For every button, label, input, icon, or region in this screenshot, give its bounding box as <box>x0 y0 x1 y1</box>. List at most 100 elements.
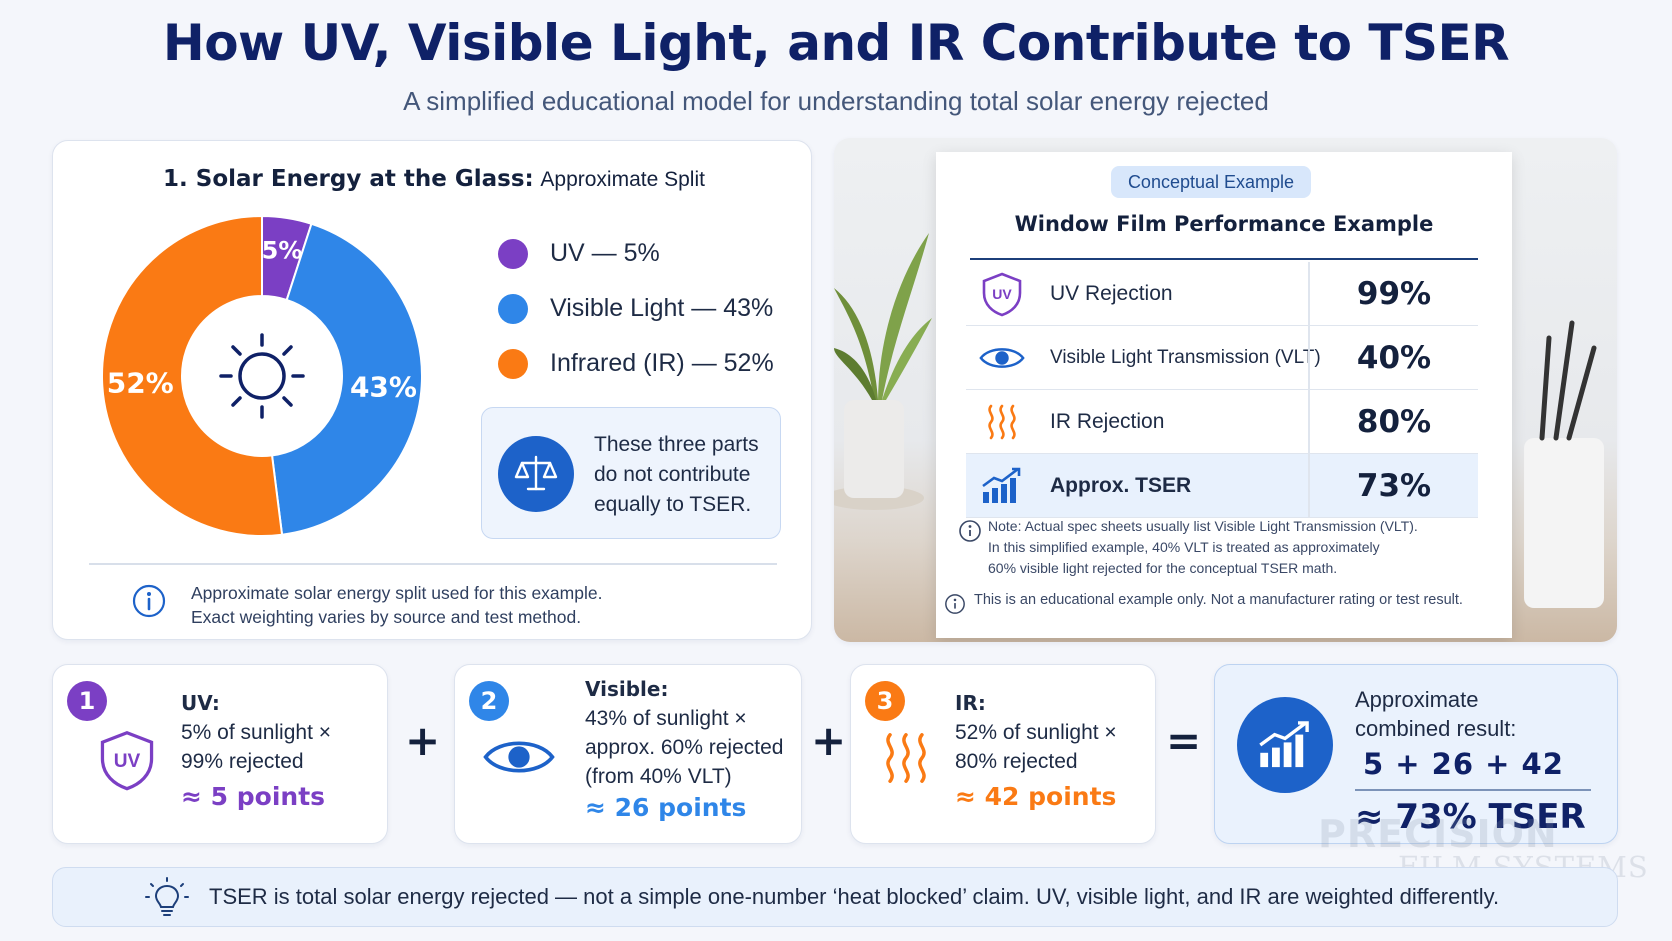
equals-sign: = <box>1166 716 1202 765</box>
heat-waves-icon <box>877 727 935 794</box>
legend-item-uv: UV — 5% <box>498 226 774 281</box>
info-box-text: These three parts do not contribute equa… <box>594 433 759 516</box>
spec-note-line-1: Note: Actual spec sheets usually list Vi… <box>988 518 1418 534</box>
step-badge-3: 3 <box>865 681 905 721</box>
total-label-line-2: combined result: <box>1355 716 1517 741</box>
unequal-contribution-box: These three parts do not contribute equa… <box>481 407 781 539</box>
row-label-ir: IR Rejection <box>1050 410 1165 433</box>
plus-sign: + <box>811 716 847 765</box>
ir-points: ≈ 42 points <box>955 782 1117 811</box>
split-note: Approximate solar energy split used for … <box>191 581 602 629</box>
heat-waves-icon <box>978 400 1026 444</box>
step-badge-2: 2 <box>469 681 509 721</box>
legend-label-ir: Infrared (IR) — 52% <box>550 349 774 377</box>
legend-dot-ir <box>498 348 528 379</box>
total-sum: 5 + 26 + 42 <box>1363 747 1564 781</box>
page-subtitle: A simplified educational model for under… <box>403 86 1269 116</box>
conceptual-badge: Conceptual Example <box>1111 166 1311 198</box>
row-tser: Approx. TSER 73% <box>966 454 1478 518</box>
uv-calc-line-1: 5% of sunlight × <box>181 721 332 744</box>
donut-chart: 5% 43% 52% <box>100 214 423 537</box>
visible-calc-line-3: (from 40% VLT) <box>585 765 732 788</box>
example-panel: Conceptual Example Window Film Performan… <box>834 138 1617 642</box>
background-scene <box>834 233 1604 608</box>
row-value-vlt: 40% <box>1356 340 1432 376</box>
donut-label-infrared-ir: 52% <box>107 367 174 400</box>
row-separator <box>1308 390 1310 454</box>
legend-item-visible: Visible Light — 43% <box>498 281 774 336</box>
donut-legend: UV — 5% Visible Light — 43% Infrared (IR… <box>498 226 774 391</box>
uv-calc-head: UV: <box>181 691 220 715</box>
row-label-vlt: Visible Light Transmission (VLT) <box>1050 347 1321 368</box>
split-panel-title: 1. Solar Energy at the Glass: Approximat… <box>163 165 705 193</box>
info-icon <box>945 594 965 614</box>
step-badge-1: 1 <box>67 681 107 721</box>
svg-text:UV: UV <box>114 751 141 772</box>
spec-sheet: Conceptual Example Window Film Performan… <box>936 152 1512 638</box>
uv-calc-card: 1 UV UV: 5% of sunlight × 99% rejected ≈… <box>52 664 388 844</box>
ir-calc-head: IR: <box>955 691 986 715</box>
row-value-tser: 73% <box>1356 468 1432 504</box>
visible-calc-line-1: 43% of sunlight × <box>585 707 747 730</box>
visible-points: ≈ 26 points <box>585 793 747 822</box>
legend-item-ir: Infrared (IR) — 52% <box>498 336 774 391</box>
info-icon <box>959 520 981 542</box>
row-value-ir: 80% <box>1356 404 1432 440</box>
divider <box>89 563 777 565</box>
row-separator <box>1308 326 1310 390</box>
spec-sheet-title: Window Film Performance Example <box>1014 212 1434 236</box>
legend-label-uv: UV — 5% <box>550 239 660 267</box>
plus-sign: + <box>405 716 441 765</box>
total-tser-result: ≈ 73% TSER <box>1355 797 1586 837</box>
legend-label-visible: Visible Light — 43% <box>550 294 774 322</box>
split-note-line-1: Approximate solar energy split used for … <box>191 583 603 603</box>
eye-icon <box>978 336 1026 380</box>
pen-holder-icon <box>1539 320 1597 441</box>
sum-rule <box>1355 789 1591 791</box>
banner-text: TSER is total solar energy rejected — no… <box>209 884 1500 909</box>
total-label: Approximate combined result: <box>1355 685 1516 743</box>
visible-calc-card: 2 Visible: 43% of sunlight × approx. 60%… <box>454 664 802 844</box>
donut-slice-visible-light <box>270 222 423 536</box>
split-title-bold: 1. Solar Energy at the Glass: <box>163 166 534 192</box>
chart-up-icon <box>1237 697 1333 793</box>
spec-note: Note: Actual spec sheets usually list Vi… <box>988 516 1500 579</box>
chart-up-icon <box>978 464 1026 508</box>
uv-shield-icon: UV <box>97 727 157 798</box>
row-separator <box>1308 454 1310 518</box>
solar-split-panel: 1. Solar Energy at the Glass: Approximat… <box>52 140 812 640</box>
row-uv-rejection: UV UV Rejection 99% <box>966 262 1478 326</box>
uv-calc-line-2: 99% rejected <box>181 750 304 773</box>
visible-calc-text: Visible: 43% of sunlight × approx. 60% r… <box>585 675 783 822</box>
visible-calc-line-2: approx. 60% rejected <box>585 736 784 759</box>
row-ir-rejection: IR Rejection 80% <box>966 390 1478 454</box>
total-label-line-1: Approximate <box>1355 687 1479 712</box>
spec-disclaimer: This is an educational example only. Not… <box>974 592 1463 608</box>
lightbulb-icon <box>145 877 189 916</box>
uv-calc-text: UV: 5% of sunlight × 99% rejected ≈ 5 po… <box>181 689 331 811</box>
donut-slice-infrared-ir <box>100 214 284 537</box>
sun-icon <box>219 333 305 419</box>
ir-calc-line-1: 52% of sunlight × <box>955 721 1117 744</box>
plant-icon <box>834 233 932 400</box>
title-rule <box>970 258 1478 260</box>
row-separator <box>1308 262 1310 326</box>
page-title: How UV, Visible Light, and IR Contribute… <box>162 14 1510 72</box>
row-label-tser: Approx. TSER <box>1050 474 1192 497</box>
legend-dot-visible <box>498 293 528 324</box>
uv-points: ≈ 5 points <box>181 782 326 811</box>
row-value-uv: 99% <box>1356 276 1432 312</box>
ir-calc-text: IR: 52% of sunlight × 80% rejected ≈ 42 … <box>955 689 1117 811</box>
total-result-card: Approximate combined result: 5 + 26 + 42… <box>1214 664 1618 844</box>
donut-label-visible-light: 43% <box>350 370 417 403</box>
legend-dot-uv <box>498 238 528 269</box>
spec-note-line-3: 60% visible light rejected for the conce… <box>988 560 1338 576</box>
ir-calc-line-2: 80% rejected <box>955 750 1078 773</box>
donut-label-uv: 5% <box>262 237 303 265</box>
spec-note-line-2: In this simplified example, 40% VLT is t… <box>988 539 1380 555</box>
balance-scale-icon <box>498 436 574 512</box>
row-label-uv: UV Rejection <box>1050 282 1173 305</box>
eye-icon <box>481 731 557 788</box>
row-vlt: Visible Light Transmission (VLT) 40% <box>966 326 1478 390</box>
info-icon <box>132 584 166 618</box>
